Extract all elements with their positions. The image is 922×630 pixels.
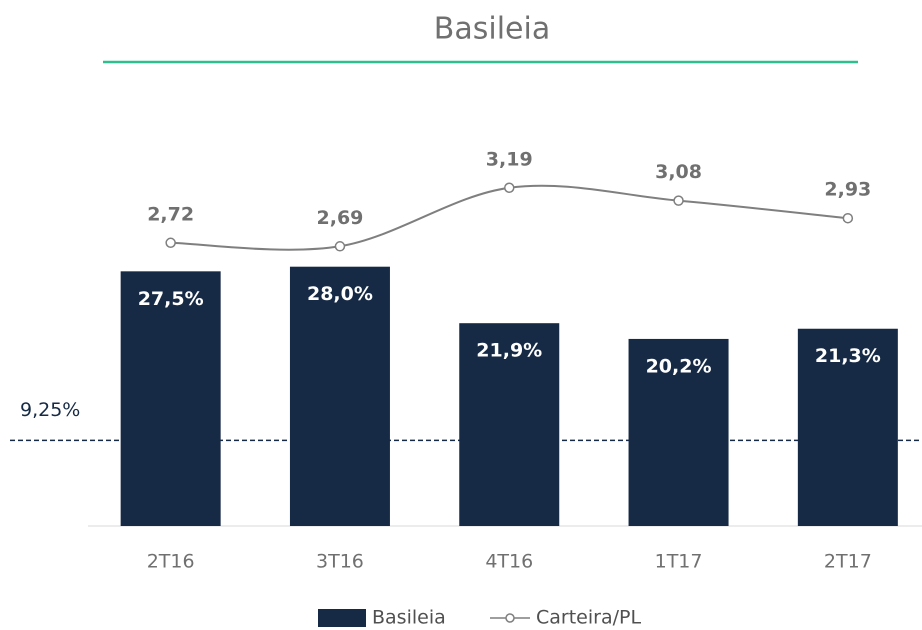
bar-value-label: 21,3% — [815, 345, 881, 367]
bar-value-label: 20,2% — [646, 355, 712, 377]
bar — [289, 266, 390, 526]
legend-swatch — [318, 609, 366, 627]
line-point — [842, 212, 854, 224]
line — [170, 184, 848, 251]
bar-value-label: 27,5% — [138, 288, 204, 310]
line-value-label: 2,72 — [147, 203, 194, 225]
x-tick-label: 4T16 — [485, 551, 533, 573]
line-point — [673, 195, 684, 206]
bar — [628, 338, 729, 526]
x-tick-label: 1T17 — [655, 551, 703, 573]
line-value-label: 3,19 — [486, 148, 533, 170]
bar — [797, 328, 898, 526]
line-value-label: 2,69 — [317, 207, 364, 229]
line-value-label: 3,08 — [655, 161, 702, 183]
x-tick-label: 2T16 — [147, 551, 195, 573]
line-value-label: 2,93 — [824, 179, 871, 201]
legend-label: Basileia — [372, 607, 446, 629]
bar-value-label: 21,9% — [476, 340, 542, 362]
x-tick-label: 3T16 — [316, 551, 364, 573]
legend-swatch-point — [505, 613, 515, 623]
line-point — [504, 182, 515, 194]
bar — [120, 271, 221, 526]
bar-value-label: 28,0% — [307, 283, 373, 305]
reference-label: 9,25% — [20, 399, 80, 421]
bar — [459, 323, 560, 526]
chart-title: Basileia — [434, 12, 550, 47]
legend-label: Carteira/PL — [536, 607, 641, 629]
line-point — [165, 237, 176, 249]
line-point — [334, 241, 346, 252]
x-tick-label: 2T17 — [824, 551, 872, 573]
